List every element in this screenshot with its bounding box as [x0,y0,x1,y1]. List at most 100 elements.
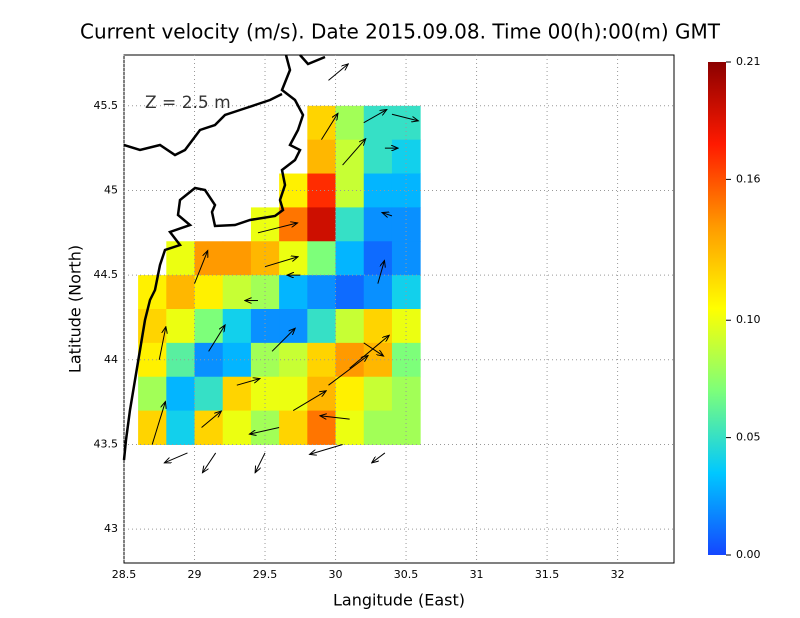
colorbar-tick-label: 0.10 [736,313,761,326]
colorbar-tick-label: 0.05 [736,431,761,444]
y-axis-label: Latitude (North) [66,245,85,373]
heat-cell [335,105,365,141]
y-tick-label: 44 [104,353,118,366]
heat-cell [279,410,308,445]
heat-cell [194,309,224,344]
heat-cell [391,207,421,242]
x-tick-label: 30 [329,568,343,581]
velocity-arrow [328,64,348,81]
heat-cell [363,275,393,310]
heat-cell [363,309,393,344]
velocity-arrow [249,427,280,435]
heat-cell [138,376,167,412]
velocity-arrow [208,325,226,352]
heat-cell [335,241,365,276]
heat-cell [194,376,224,412]
velocity-arrow [158,327,166,360]
colorbar-ticks: 0.00 0.05 0.10 0.16 0.21 [726,55,761,561]
heat-cell [279,275,308,310]
heat-cell [166,309,196,344]
heat-cell [391,241,421,276]
velocity-arrow [363,110,387,124]
heat-cell [363,241,393,276]
heat-cell [279,309,308,344]
heat-cell [222,342,252,378]
heat-cell [363,410,393,445]
heat-cell [138,410,167,445]
heat-cell [307,207,337,242]
heat-cell [166,410,196,445]
heat-cell [391,309,421,344]
colorbar [708,62,726,555]
heat-cell [194,410,224,445]
heat-cell [250,376,280,412]
heat-cell [222,410,252,445]
heat-cell [307,105,337,141]
velocity-arrow [342,139,366,166]
velocity-arrow [164,452,188,463]
heat-cell [166,376,196,412]
grid [123,55,674,563]
x-tick-label: 32 [611,568,625,581]
velocity-arrow [328,356,368,386]
heat-cell [307,139,337,175]
velocity-arrow [271,328,295,352]
heat-cell [166,275,196,310]
colorbar-tick-label: 0.21 [736,55,761,68]
axes: 28.5 29 29.5 30 30.5 31 31.5 32 43 43.5 44 44.5 45 45… [94,99,625,581]
heat-cell [335,173,365,208]
x-tick-label: 31 [470,568,484,581]
velocity-arrow [264,257,298,268]
heat-cell [166,241,196,276]
velocity-arrow [321,113,338,140]
chart-title: Current velocity (m/s). Date 2015.09.08.… [80,20,721,44]
annotation: Z = 2.5 m [145,93,231,113]
velocity-arrow [377,261,385,284]
velocity-arrow [255,452,266,473]
heat-cell [250,241,280,276]
x-tick-label: 30.5 [394,568,419,581]
heat-cell [250,309,280,344]
heat-cell [279,376,308,412]
heat-cell [391,275,421,310]
colorbar-tick-label: 0.00 [736,548,761,561]
heat-cell [391,376,421,412]
heat-cell [222,275,252,310]
velocity-arrow [372,452,386,463]
heat-cell [335,309,365,344]
x-tick-label: 29.5 [253,568,278,581]
velocity-arrow [363,342,384,356]
velocity-arrow [257,223,298,234]
y-tick-label: 45 [104,183,118,196]
heat-cell [335,207,365,242]
velocity-arrow [194,251,208,284]
heat-cell [194,275,224,310]
x-axis-label: Langitude (East) [333,591,465,610]
y-tick-label: 45.5 [94,99,119,112]
velocity-arrow [349,335,390,369]
heat-cell [363,139,393,175]
velocity-arrow [201,411,222,428]
heat-cell [307,241,337,276]
heat-cell [363,207,393,242]
y-tick-label: 43.5 [94,437,119,450]
velocity-arrow [310,443,343,454]
velocity-arrow [151,402,165,445]
heat-cell [194,241,224,276]
velocity-arrow [292,391,326,412]
velocity-arrow [391,113,418,121]
velocity-arrow [236,379,260,386]
heat-cell [363,105,393,141]
heat-cell [363,376,393,412]
heat-cell [335,275,365,310]
x-tick-label: 28.5 [112,568,137,581]
velocity-arrow [382,213,393,216]
heat-cell [391,139,421,175]
heat-cell [335,376,365,412]
x-tick-label: 31.5 [535,568,560,581]
heat-cell [250,275,280,310]
coastline [122,54,326,461]
velocity-arrow [320,416,350,420]
heat-cell [307,173,337,208]
